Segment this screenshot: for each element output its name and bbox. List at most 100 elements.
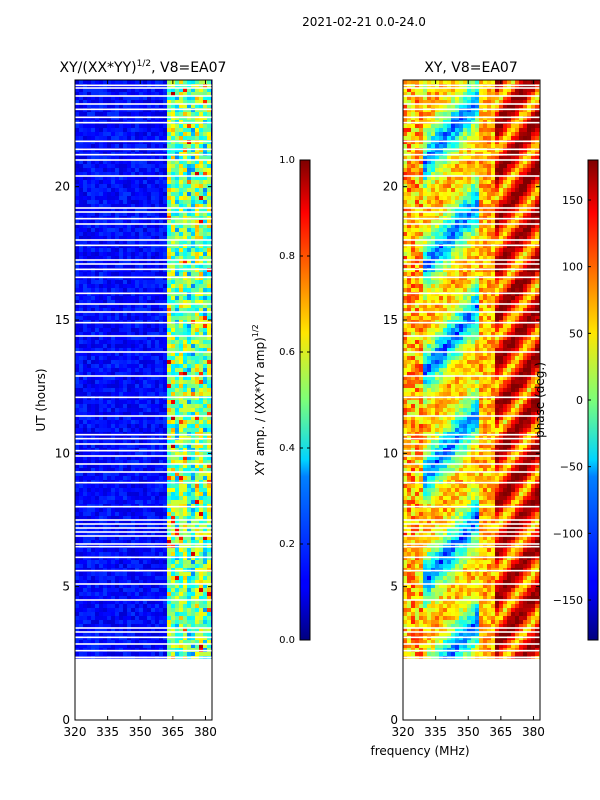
- heatmap-cell: [91, 200, 96, 205]
- heatmap-cell: [103, 276, 108, 281]
- heatmap-cell: [187, 328, 192, 333]
- heatmap-cell: [179, 596, 184, 601]
- heatmap-cell: [139, 224, 144, 229]
- heatmap-cell: [171, 328, 176, 333]
- heatmap-cell: [95, 196, 100, 201]
- heatmap-cell: [135, 512, 140, 517]
- heatmap-cell: [131, 88, 136, 93]
- heatmap-cell: [159, 380, 164, 385]
- heatmap-cell: [91, 236, 96, 241]
- heatmap-cell: [79, 224, 84, 229]
- heatmap-cell: [195, 292, 200, 297]
- heatmap-cell: [191, 488, 196, 493]
- heatmap-cell: [99, 452, 104, 457]
- heatmap-cell: [127, 328, 132, 333]
- heatmap-cell: [143, 296, 148, 301]
- heatmap-cell: [191, 632, 196, 637]
- heatmap-cell: [107, 220, 112, 225]
- heatmap-cell: [207, 172, 212, 177]
- heatmap-cell: [91, 584, 96, 589]
- heatmap-cell: [167, 484, 172, 489]
- heatmap-cell: [107, 468, 112, 473]
- heatmap-cell: [79, 360, 84, 365]
- heatmap-cell: [75, 632, 80, 637]
- heatmap-cell: [147, 460, 152, 465]
- heatmap-cell: [147, 428, 152, 433]
- heatmap-cell: [163, 396, 168, 401]
- heatmap-cell: [159, 400, 164, 405]
- heatmap-cell: [75, 124, 80, 129]
- heatmap-cell: [171, 340, 176, 345]
- heatmap-cell: [155, 280, 160, 285]
- heatmap-cell: [179, 604, 184, 609]
- heatmap-cell: [115, 416, 120, 421]
- heatmap-cell: [179, 632, 184, 637]
- heatmap-cell: [191, 384, 196, 389]
- heatmap-cell: [175, 112, 180, 117]
- heatmap-cell: [195, 80, 200, 85]
- heatmap-cell: [167, 344, 172, 349]
- heatmap-cell: [199, 128, 204, 133]
- heatmap-cell: [143, 580, 148, 585]
- heatmap-cell: [127, 596, 132, 601]
- heatmap-cell: [119, 176, 124, 181]
- heatmap-cell: [111, 588, 116, 593]
- heatmap-cell: [135, 332, 140, 337]
- heatmap-cell: [123, 580, 128, 585]
- heatmap-cell: [155, 588, 160, 593]
- heatmap-cell: [115, 484, 120, 489]
- heatmap-cell: [179, 88, 184, 93]
- heatmap-cell: [175, 488, 180, 493]
- heatmap-cell: [115, 280, 120, 285]
- heatmap-cell: [119, 112, 124, 117]
- heatmap-cell: [163, 84, 168, 89]
- heatmap-cell: [107, 476, 112, 481]
- heatmap-cell: [199, 288, 204, 293]
- heatmap-cell: [115, 524, 120, 529]
- heatmap-cell: [191, 380, 196, 385]
- heatmap-cell: [115, 360, 120, 365]
- heatmap-cell: [191, 204, 196, 209]
- heatmap-cell: [75, 276, 80, 281]
- heatmap-cell: [131, 204, 136, 209]
- heatmap-cell: [199, 528, 204, 533]
- heatmap-cell: [119, 392, 124, 397]
- heatmap-cell: [91, 380, 96, 385]
- heatmap-cell: [191, 160, 196, 165]
- heatmap-cell: [99, 148, 104, 153]
- heatmap-cell: [135, 308, 140, 313]
- heatmap-cell: [139, 88, 144, 93]
- heatmap-cell: [99, 476, 104, 481]
- heatmap-cell: [83, 300, 88, 305]
- heatmap-cell: [91, 512, 96, 517]
- heatmap-cell: [203, 632, 208, 637]
- heatmap-cell: [155, 444, 160, 449]
- heatmap-cell: [115, 428, 120, 433]
- heatmap-cell: [171, 620, 176, 625]
- heatmap-cell: [115, 192, 120, 197]
- heatmap-cell: [135, 356, 140, 361]
- heatmap-cell: [115, 352, 120, 357]
- heatmap-cell: [147, 396, 152, 401]
- heatmap-cell: [131, 624, 136, 629]
- heatmap-cell: [83, 516, 88, 521]
- heatmap-cell: [123, 464, 128, 469]
- heatmap-cell: [167, 472, 172, 477]
- heatmap-cell: [187, 316, 192, 321]
- heatmap-cell: [75, 92, 80, 97]
- heatmap-cell: [203, 596, 208, 601]
- heatmap-cell: [207, 500, 212, 505]
- heatmap-cell: [187, 340, 192, 345]
- heatmap-cell: [203, 428, 208, 433]
- heatmap-cell: [179, 608, 184, 613]
- heatmap-cell: [167, 520, 172, 525]
- heatmap-cell: [103, 188, 108, 193]
- heatmap-cell: [203, 284, 208, 289]
- heatmap-cell: [203, 116, 208, 121]
- heatmap-cell: [167, 600, 172, 605]
- heatmap-cell: [135, 264, 140, 269]
- heatmap-cell: [103, 264, 108, 269]
- heatmap-cell: [171, 612, 176, 617]
- heatmap-cell: [111, 372, 116, 377]
- heatmap-cell: [75, 160, 80, 165]
